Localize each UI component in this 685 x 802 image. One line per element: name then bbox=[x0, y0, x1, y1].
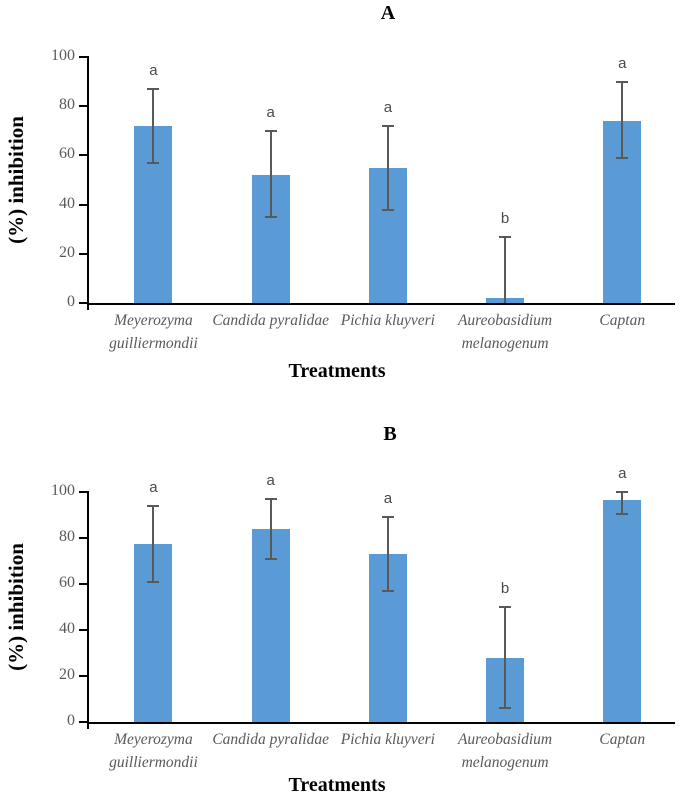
category-label: Captan bbox=[599, 731, 646, 748]
error-bar-line bbox=[621, 81, 624, 158]
y-tick-label: 100 bbox=[51, 482, 75, 499]
category-label: Captan bbox=[599, 312, 646, 329]
category-label: Candida pyralidae bbox=[212, 312, 329, 329]
y-tick-label: 40 bbox=[59, 620, 75, 637]
panel-a-label: A bbox=[380, 2, 396, 24]
y-tick-mark bbox=[79, 302, 87, 304]
error-bar-cap-top bbox=[616, 491, 629, 493]
significance-letter: a bbox=[618, 54, 627, 72]
error-bar-cap-bottom bbox=[264, 215, 277, 218]
error-bar-cap-bottom bbox=[147, 580, 160, 583]
error-bar-cap-top bbox=[616, 80, 629, 83]
error-bar-cap-top bbox=[499, 235, 512, 238]
error-bar-cap-top bbox=[264, 497, 277, 500]
y-tick-label: 100 bbox=[51, 47, 75, 64]
category-label: Meyerozyma guilliermondii bbox=[109, 731, 198, 772]
error-bar-cap-bottom bbox=[499, 707, 512, 710]
error-bar-line bbox=[152, 505, 155, 582]
significance-letter: a bbox=[266, 471, 275, 489]
y-tick-label: 80 bbox=[59, 96, 75, 114]
significance-letter: a bbox=[383, 490, 393, 508]
error-bar-line bbox=[152, 88, 155, 163]
y-axis-title-a: (%) inhibition bbox=[4, 116, 28, 244]
y-axis-line bbox=[87, 491, 89, 729]
error-bar-cap-bottom bbox=[381, 208, 394, 211]
y-tick-label: 80 bbox=[59, 528, 75, 545]
error-bar-line bbox=[621, 492, 624, 514]
category-label: Candida pyralidae bbox=[212, 731, 329, 748]
error-bar-cap-bottom bbox=[147, 161, 160, 164]
error-bar-line bbox=[269, 130, 272, 217]
y-tick-mark bbox=[79, 537, 87, 539]
y-tick-mark bbox=[79, 154, 87, 157]
error-bar-cap-top bbox=[264, 129, 277, 132]
x-axis-title-b: Treatments bbox=[288, 774, 386, 796]
y-tick-mark bbox=[79, 583, 87, 585]
panel-b-label: B bbox=[383, 423, 397, 445]
significance-letter: b bbox=[500, 209, 510, 227]
category-label: Aureobasidium melanogenum bbox=[457, 312, 553, 353]
x-axis-line bbox=[87, 303, 675, 305]
y-tick-label: 20 bbox=[59, 243, 75, 261]
error-bar-cap-bottom bbox=[381, 589, 394, 592]
y-tick-label: 20 bbox=[59, 666, 75, 683]
y-tick-mark bbox=[79, 721, 87, 723]
y-tick-mark bbox=[79, 252, 87, 255]
y-tick-label: 0 bbox=[67, 293, 75, 310]
significance-letter: a bbox=[266, 103, 275, 121]
significance-letter: a bbox=[149, 478, 158, 496]
bar bbox=[251, 528, 290, 722]
error-bar-line bbox=[269, 498, 272, 559]
error-bar-cap-top bbox=[499, 606, 512, 608]
error-bar-cap-top bbox=[381, 516, 394, 519]
y-tick-mark bbox=[79, 203, 87, 206]
error-bar-cap-bottom bbox=[616, 512, 629, 515]
significance-letter: b bbox=[500, 580, 510, 597]
bar bbox=[603, 500, 642, 722]
error-bar-line bbox=[504, 236, 507, 303]
y-axis-line bbox=[87, 56, 89, 310]
error-bar-line bbox=[386, 125, 389, 210]
error-bar-line bbox=[386, 517, 389, 591]
error-bar-cap-bottom bbox=[264, 557, 277, 560]
x-axis-title-a: Treatments bbox=[288, 360, 386, 382]
y-tick-label: 60 bbox=[59, 574, 75, 591]
error-bar-cap-top bbox=[147, 87, 160, 90]
x-axis-line bbox=[87, 722, 675, 724]
y-tick-mark bbox=[79, 105, 87, 108]
error-bar-cap-bottom bbox=[616, 156, 629, 159]
significance-letter: a bbox=[618, 465, 627, 482]
error-bar-cap-top bbox=[381, 124, 394, 127]
category-label: Meyerozyma guilliermondii bbox=[109, 312, 198, 353]
y-tick-mark bbox=[79, 491, 87, 493]
significance-letter: a bbox=[383, 98, 393, 116]
category-label: Pichia kluyveri bbox=[340, 312, 435, 329]
category-label: Pichia kluyveri bbox=[340, 731, 435, 748]
error-bar-line bbox=[504, 607, 507, 709]
y-tick-mark bbox=[79, 675, 87, 677]
y-axis-title-b: (%) inhibition bbox=[4, 543, 28, 671]
y-tick-mark bbox=[79, 629, 87, 631]
y-tick-mark bbox=[79, 56, 87, 58]
y-tick-label: 40 bbox=[59, 194, 75, 212]
significance-letter: a bbox=[149, 61, 158, 79]
y-tick-label: 0 bbox=[67, 712, 75, 729]
y-tick-label: 60 bbox=[59, 145, 75, 163]
error-bar-cap-top bbox=[147, 504, 160, 507]
category-label: Aureobasidium melanogenum bbox=[457, 731, 553, 772]
